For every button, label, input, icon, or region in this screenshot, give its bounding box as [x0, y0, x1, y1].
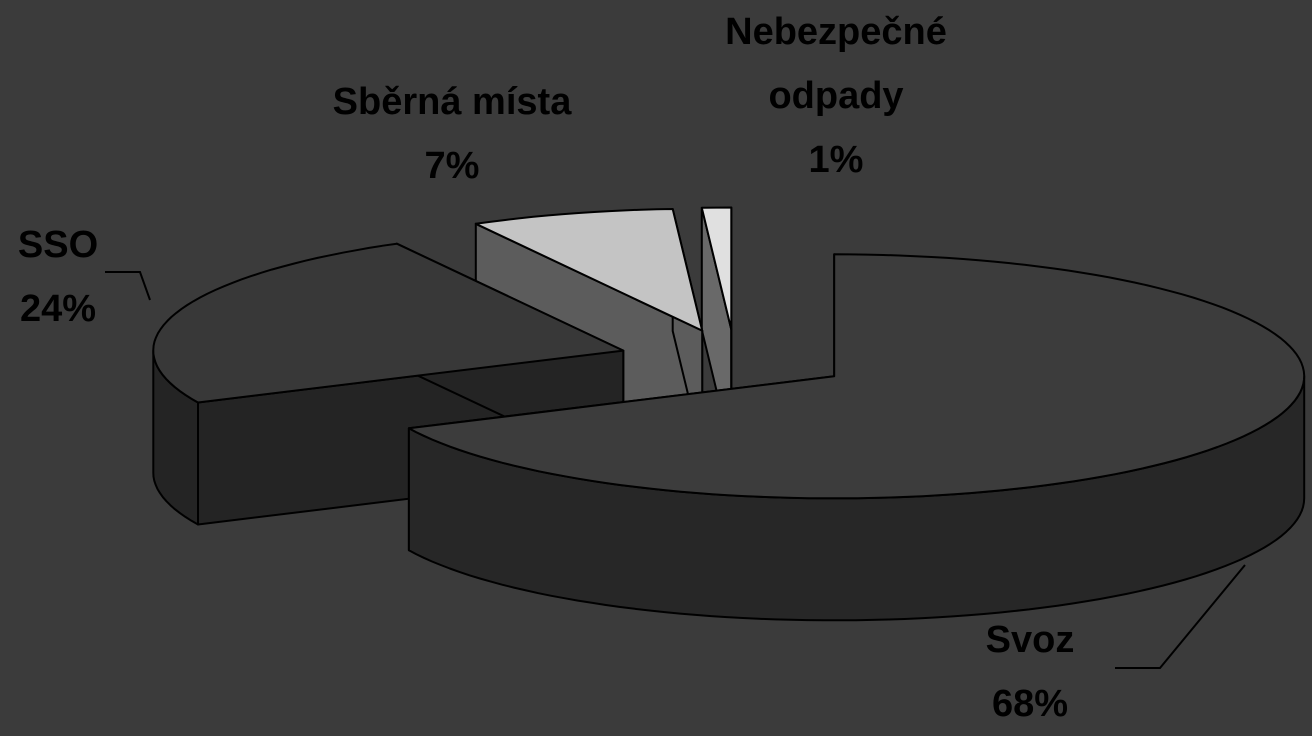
slice-top [474, 208, 704, 332]
value-label: 68% [991, 683, 1069, 725]
value-label: 1% [808, 139, 864, 181]
slice-label: Nebezpečné odpady 1% [686, 0, 986, 192]
value-label: 7% [424, 145, 480, 187]
slice-top [152, 242, 625, 404]
slice-label: Sběrná místa 7% [272, 70, 632, 198]
slice-top [700, 206, 733, 331]
category-label: Sběrná místa [332, 81, 572, 123]
slice-top [407, 253, 1306, 500]
leader-line [1115, 564, 1246, 669]
slice [407, 253, 1306, 622]
leader-line [105, 271, 151, 301]
value-label: 24% [19, 288, 97, 330]
category-label: Svoz [985, 619, 1075, 661]
category-label: SSO [17, 224, 99, 266]
category-label: Nebezpečné odpady [725, 11, 947, 117]
slice-label: Svoz 68% [900, 608, 1160, 736]
slice-label: SSO 24% [0, 213, 158, 341]
